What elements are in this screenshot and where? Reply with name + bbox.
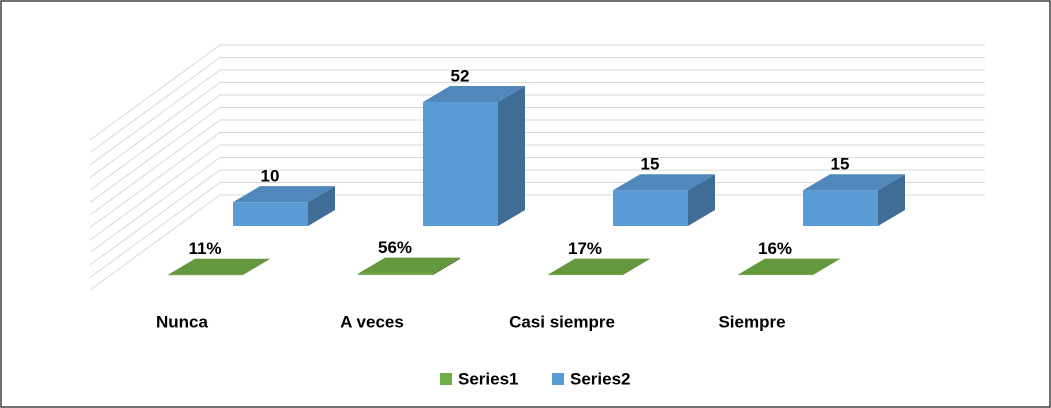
legend-label: Series2 <box>570 369 631 388</box>
data-label: 15 <box>831 155 850 174</box>
data-label: 15 <box>641 155 660 174</box>
bar-side <box>813 258 840 275</box>
side-grid-line <box>89 82 221 178</box>
bar-top <box>738 258 840 275</box>
bar-side <box>433 257 460 275</box>
legend-swatch <box>552 373 564 385</box>
data-label: 11% <box>188 239 221 258</box>
bar <box>233 202 308 226</box>
side-grid-line <box>89 132 221 228</box>
bar-side <box>308 186 335 226</box>
data-label: 56% <box>378 238 412 257</box>
bar <box>803 190 878 226</box>
bar-top <box>423 86 525 102</box>
x-tick-label: Nunca <box>156 312 209 331</box>
data-label: 52 <box>451 66 470 85</box>
bar-side <box>688 174 715 226</box>
x-tick-label: Siempre <box>718 312 785 331</box>
side-grid-line <box>89 194 221 291</box>
bar <box>358 273 433 275</box>
side-grid-line <box>89 169 221 266</box>
side-grid-line <box>89 44 221 141</box>
bar-side <box>878 174 905 226</box>
bar-side <box>243 258 270 275</box>
side-grid-line <box>89 57 221 153</box>
legend-label: Series1 <box>458 369 519 388</box>
bar-side <box>498 86 525 226</box>
side-grid-line <box>89 157 221 253</box>
x-tick-label: A veces <box>340 312 404 331</box>
bar-top <box>168 258 270 275</box>
bar <box>168 274 243 276</box>
side-grid-line <box>89 182 221 278</box>
bar <box>548 274 623 276</box>
data-label: 17% <box>568 239 602 258</box>
bar-side <box>623 258 650 275</box>
bar-top <box>613 174 715 191</box>
data-label: 16% <box>758 239 792 258</box>
x-tick-label: Casi siempre <box>509 312 615 331</box>
side-grid-line <box>89 69 221 166</box>
bar-top <box>358 257 460 274</box>
side-grid-line <box>89 107 221 203</box>
side-grid-line <box>89 94 221 191</box>
side-grid-line <box>89 144 221 241</box>
bar-top <box>233 186 335 203</box>
bar-top <box>803 174 905 191</box>
legend-swatch <box>440 373 452 385</box>
bar <box>613 190 688 226</box>
data-label: 10 <box>261 167 280 186</box>
side-grid-line <box>89 119 221 216</box>
bar <box>423 102 498 226</box>
bar <box>738 274 813 276</box>
bar-top <box>548 258 650 275</box>
